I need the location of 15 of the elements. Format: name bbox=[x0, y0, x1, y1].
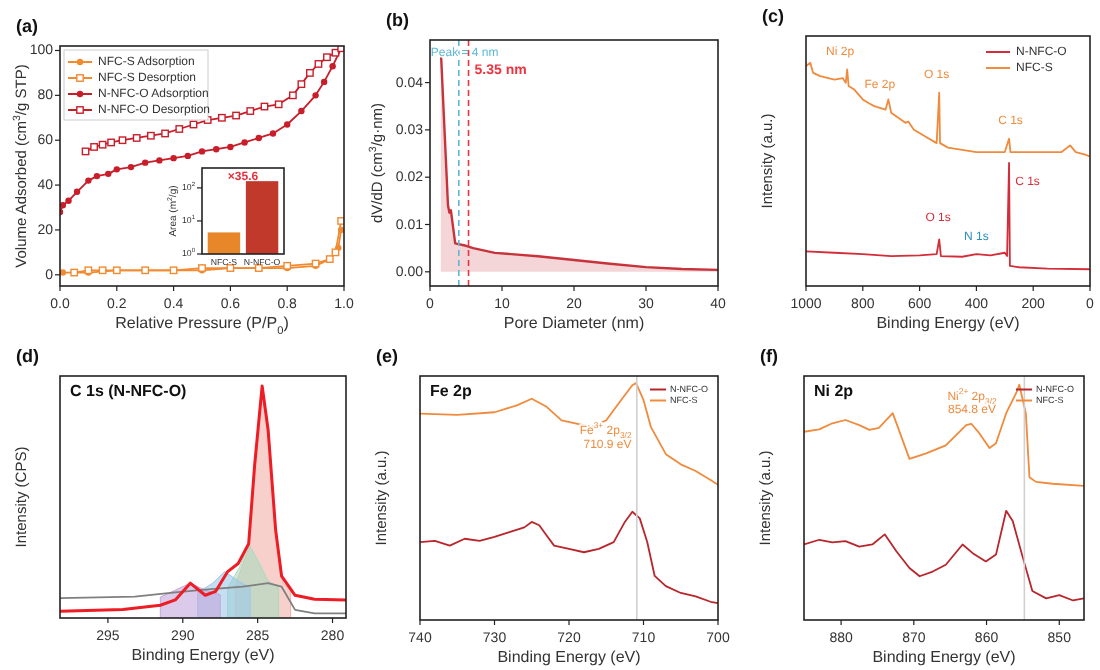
x-axis-title: Binding Energy (eV) bbox=[876, 314, 1021, 332]
chart-title: (c) bbox=[762, 6, 784, 26]
x-axis-title: Relative Pressure (P/P$_{0}$) bbox=[115, 314, 290, 338]
annotation: C 1s (N-NFC-O) bbox=[70, 382, 188, 400]
annotation: Fe 2p bbox=[430, 382, 473, 400]
chart-title: (e) bbox=[376, 346, 398, 366]
chart-title: (a) bbox=[16, 16, 38, 36]
x-axis-title: Pore Diameter (nm) bbox=[503, 314, 645, 332]
annotation: Ni 2p bbox=[814, 382, 854, 400]
chart-title: (b) bbox=[386, 10, 409, 30]
x-axis-title: Binding Energy (eV) bbox=[497, 648, 642, 666]
chart-title: (d) bbox=[16, 346, 39, 366]
x-axis-title: Binding Energy (eV) bbox=[131, 646, 276, 664]
x-axis-title: Binding Energy (eV) bbox=[872, 648, 1017, 666]
chart-title: (f) bbox=[760, 346, 778, 366]
